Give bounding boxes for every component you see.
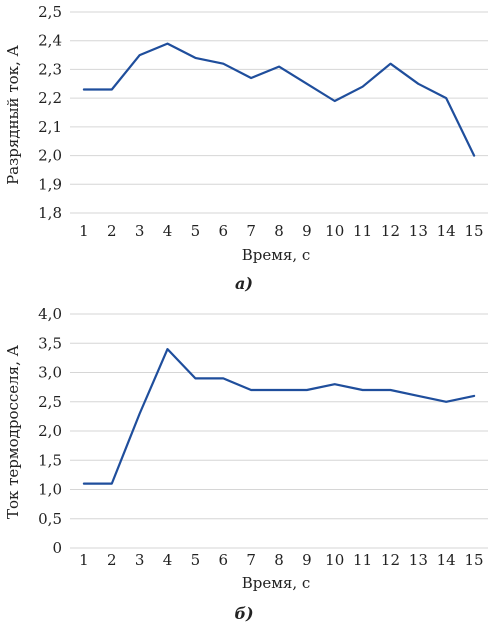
- chart-a-y-tick-label: 2,4: [38, 32, 62, 50]
- chart-b-x-tick-label: 9: [302, 551, 312, 569]
- chart-a-x-tick-label: 14: [437, 222, 456, 240]
- chart-a-x-tick-label: 5: [191, 222, 201, 240]
- chart-b-gridlines: [70, 313, 488, 549]
- chart-a-series: [82, 42, 476, 157]
- chart-b-x-tick-label: 13: [409, 551, 428, 569]
- chart-a-y-axis-title: Разрядный ток, А: [4, 44, 22, 184]
- chart-a-y-tick-label: 1,9: [38, 175, 62, 193]
- chart-b-x-tick-label: 14: [437, 551, 456, 569]
- chart-a-x-tick-label: 10: [325, 222, 344, 240]
- chart-a-y-tick-label: 2,3: [38, 60, 62, 78]
- chart-a-x-tick-label: 1: [79, 222, 89, 240]
- chart-a-x-tick-label: 9: [302, 222, 312, 240]
- chart-a-y-tick-label: 2,5: [38, 3, 62, 21]
- chart-a-discharge-current: 1,81,92,02,12,22,32,42,5 1 2 3 4 5 6 7 8 9 10 11 12…: [4, 3, 488, 293]
- chart-b-y-tick-label: 4,0: [38, 305, 62, 323]
- chart-a-y-tick-label: 2,1: [38, 118, 62, 136]
- chart-a-x-tick-label: 6: [218, 222, 228, 240]
- chart-a-x-tick-label: 12: [381, 222, 400, 240]
- chart-b-y-tick-label: 3,0: [38, 364, 62, 382]
- chart-b-y-tick-label: 0: [52, 539, 62, 557]
- chart-b-x-tick-label: 3: [135, 551, 145, 569]
- chart-b-x-tick-label: 5: [191, 551, 201, 569]
- chart-b-series: [82, 348, 476, 485]
- chart-b-x-axis-title: Время, с: [242, 574, 311, 592]
- chart-b-x-tick-label: 1: [79, 551, 89, 569]
- chart-b-x-tick-label: 6: [218, 551, 228, 569]
- chart-a-x-tick-label: 8: [274, 222, 284, 240]
- chart-b-throttle-current: 00,51,01,52,02,53,03,54,0 1 2 3 4 5 6 7 8 9 10 11 1…: [4, 305, 488, 623]
- chart-b-x-tick-label: 4: [163, 551, 173, 569]
- chart-b-x-tick-label: 10: [325, 551, 344, 569]
- chart-a-caption: а): [235, 274, 253, 293]
- chart-b-y-tick-label: 2,0: [38, 422, 62, 440]
- chart-b-x-tick-label: 2: [107, 551, 117, 569]
- chart-b-y-axis-title: Ток термодросселя, А: [4, 344, 22, 519]
- chart-b-x-tick-label: 15: [465, 551, 484, 569]
- chart-a-gridlines: [70, 11, 488, 214]
- chart-a-y-tick-label: 2,2: [38, 89, 62, 107]
- chart-b-x-tick-label: 11: [353, 551, 372, 569]
- chart-a-series-line: [82, 42, 476, 157]
- chart-b-y-tick-label: 0,5: [38, 510, 62, 528]
- chart-b-x-tick-label: 8: [274, 551, 284, 569]
- chart-b-y-tick-label: 3,5: [38, 334, 62, 352]
- chart-a-x-tick-label: 11: [353, 222, 372, 240]
- chart-b-series-line: [82, 348, 476, 485]
- chart-a-x-tick-label: 15: [465, 222, 484, 240]
- chart-b-y-tick-label: 1,5: [38, 451, 62, 469]
- chart-b-y-tick-labels: 0 0,5 1,0 1,5 2,0 2,5 3,0 3,5 4,0: [38, 305, 62, 557]
- chart-a-x-tick-label: 2: [107, 222, 117, 240]
- chart-b-x-tick-labels: 1 2 3 4 5 6 7 8 9 10 11 12 13 14 15: [79, 551, 483, 569]
- chart-b-y-tick-label: 1,0: [38, 481, 62, 499]
- chart-a-x-tick-label: 3: [135, 222, 145, 240]
- chart-b-y-tick-label: 2,5: [38, 393, 62, 411]
- chart-a-x-tick-labels: 1 2 3 4 5 6 7 8 9 10 11 12 13 14 15: [79, 222, 483, 240]
- chart-a-y-tick-label: 2,0: [38, 147, 62, 165]
- chart-a-y-tick-label: 1,8: [38, 204, 62, 222]
- chart-a-y-tick-labels: 1,8 1,9 2,0 2,1 2,2 2,3 2,4 2,5: [38, 3, 62, 222]
- chart-b-x-tick-label: 12: [381, 551, 400, 569]
- chart-a-x-axis-title: Время, с: [242, 246, 311, 264]
- chart-a-x-tick-label: 13: [409, 222, 428, 240]
- chart-b-x-tick-label: 7: [246, 551, 256, 569]
- chart-b-caption: б): [234, 604, 253, 623]
- chart-a-x-tick-label: 7: [246, 222, 256, 240]
- chart-a-x-tick-label: 4: [163, 222, 173, 240]
